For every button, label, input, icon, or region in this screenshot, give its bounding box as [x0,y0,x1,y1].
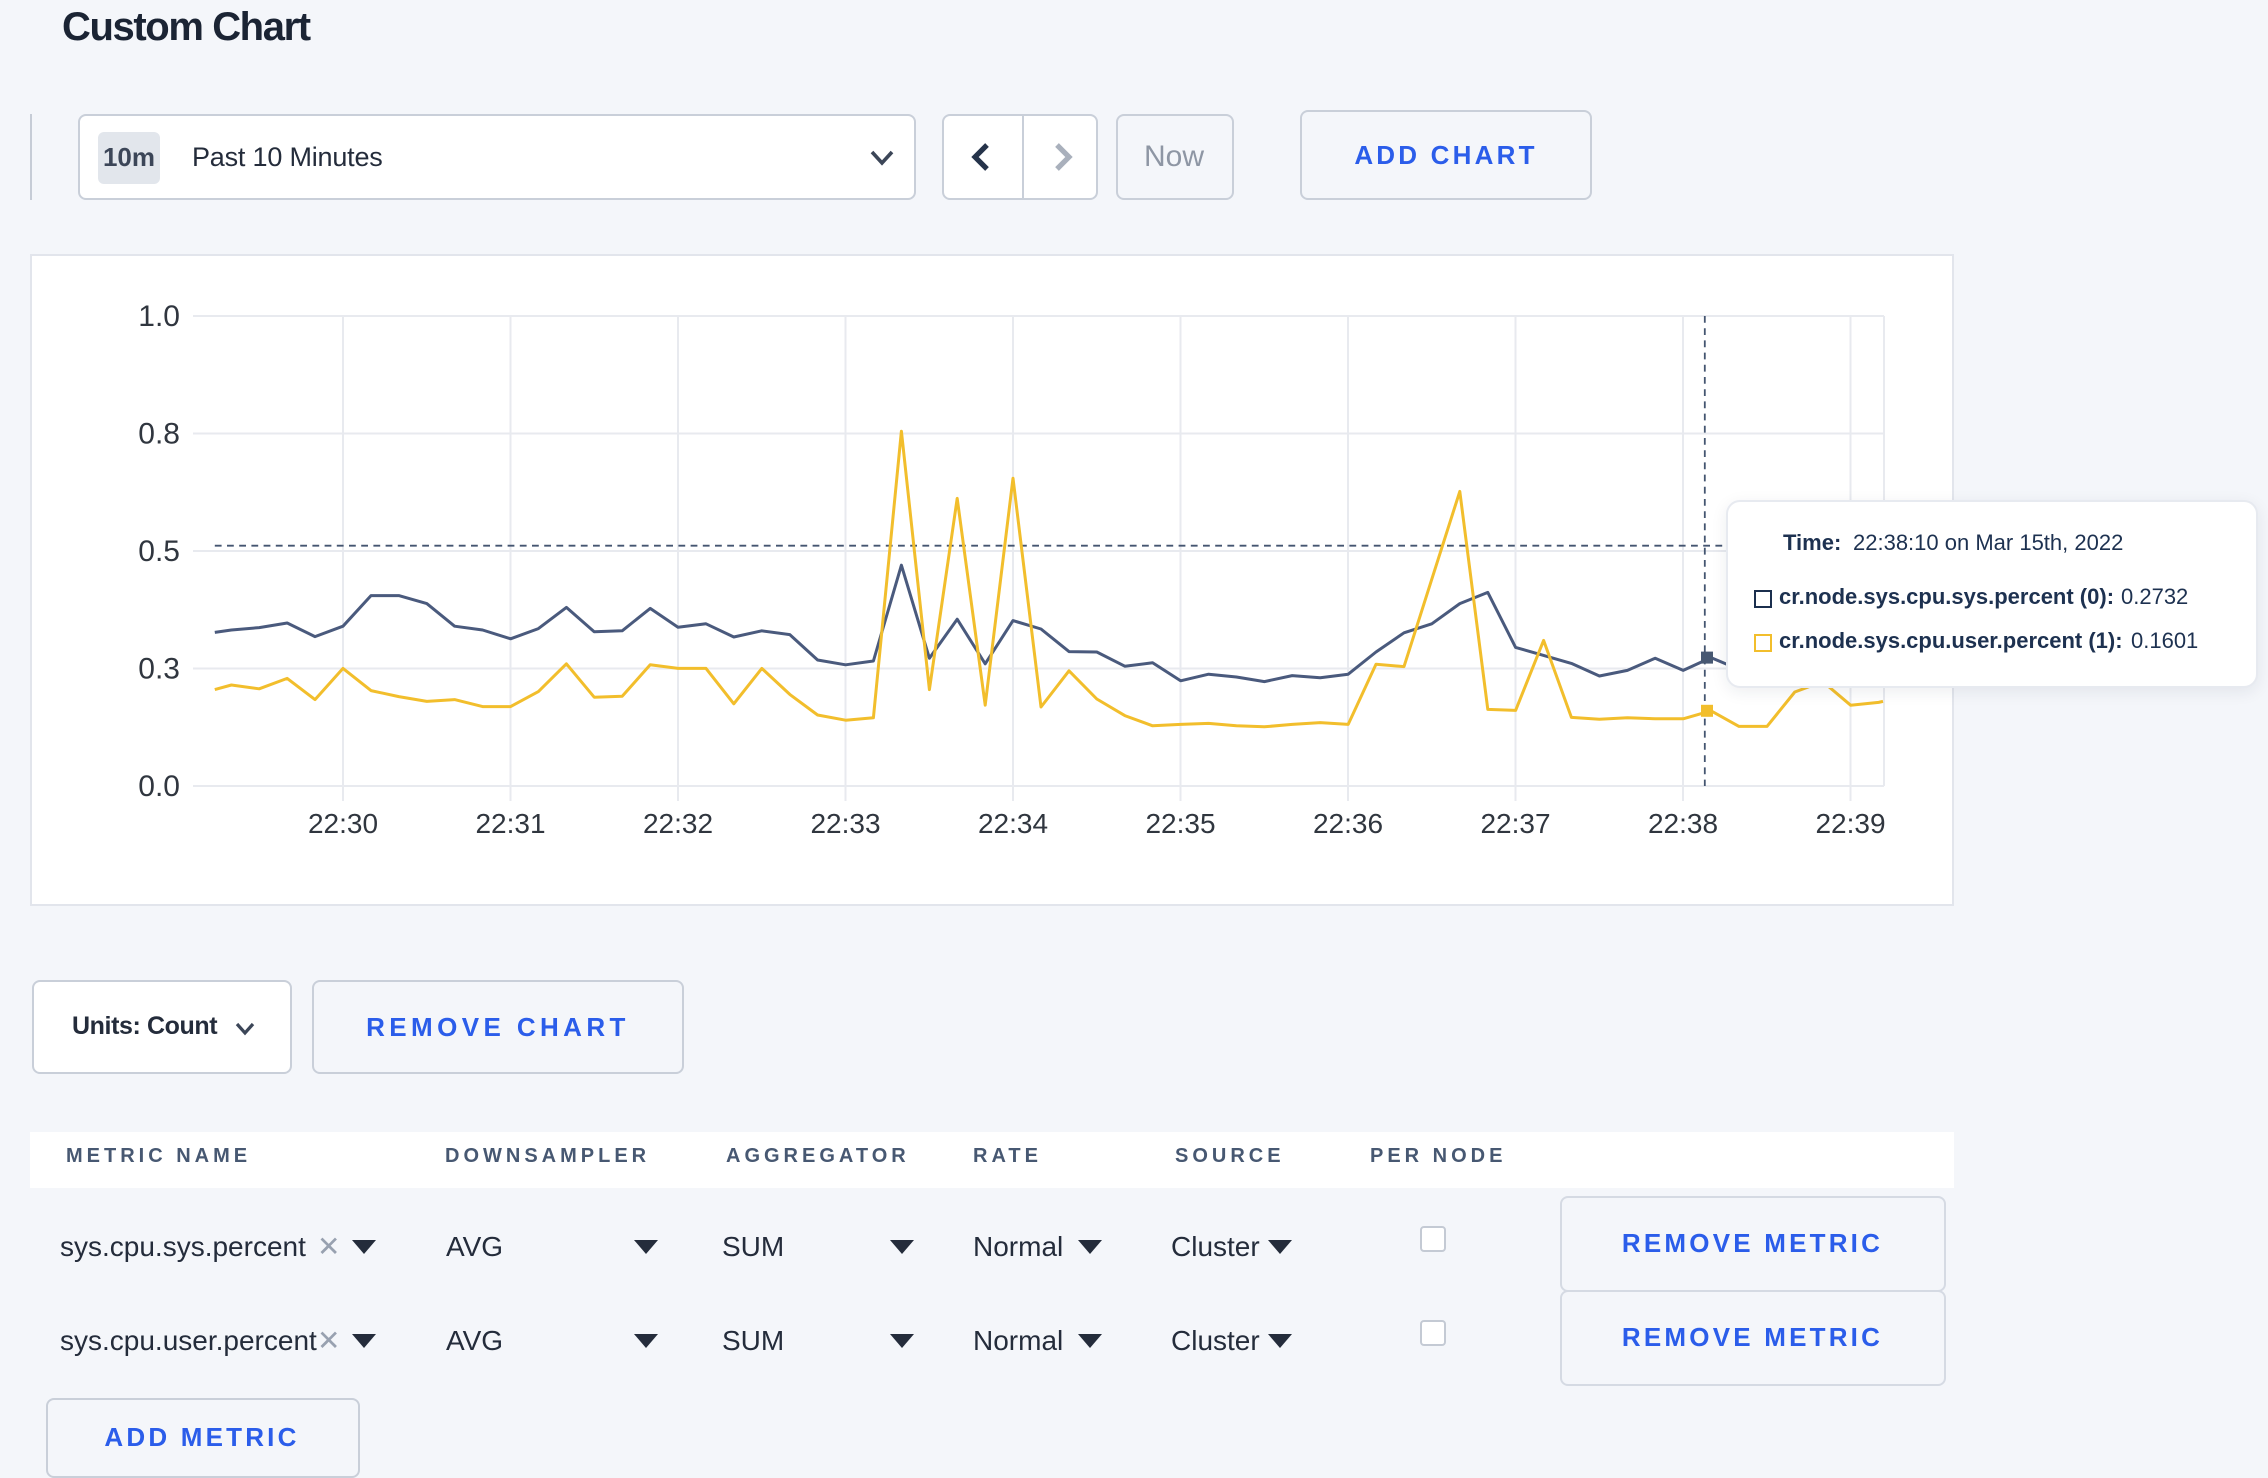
svg-text:22:36: 22:36 [1313,807,1383,838]
svg-text:0.0: 0.0 [138,769,180,802]
svg-text:22:33: 22:33 [810,807,880,838]
svg-text:22:32: 22:32 [643,807,713,838]
svg-text:0.8: 0.8 [138,417,180,450]
svg-text:0.5: 0.5 [138,534,180,567]
svg-text:22:38: 22:38 [1648,807,1718,838]
svg-text:22:34: 22:34 [978,807,1048,838]
svg-text:22:35: 22:35 [1145,807,1215,838]
svg-text:22:39: 22:39 [1815,807,1885,838]
svg-text:22:31: 22:31 [475,807,545,838]
svg-text:22:30: 22:30 [308,807,378,838]
svg-text:22:37: 22:37 [1480,807,1550,838]
svg-text:0.3: 0.3 [138,652,180,685]
svg-text:1.0: 1.0 [138,299,180,332]
